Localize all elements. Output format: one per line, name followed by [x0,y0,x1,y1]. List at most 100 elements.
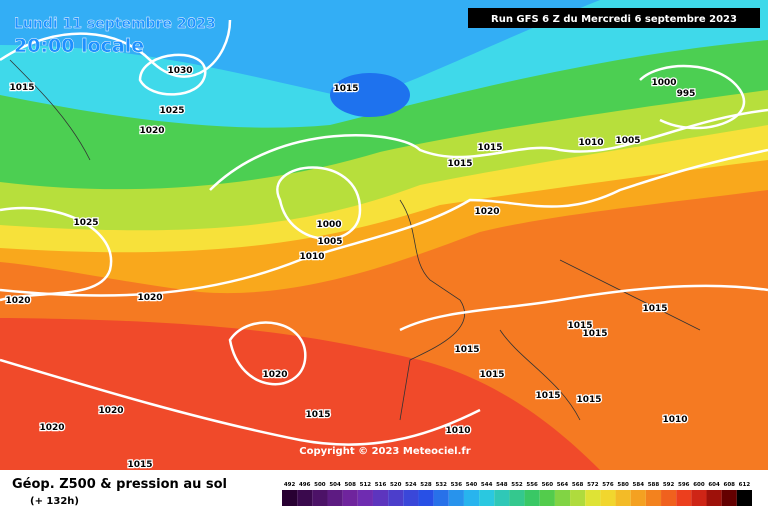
isobar-label: 1015 [567,321,592,331]
legend-lead: (+ 132h) [30,496,79,507]
scale-swatch [433,490,449,506]
scale-swatch [357,490,373,506]
isobar-label: 1025 [159,106,184,116]
scale-swatch [721,490,737,506]
scale-swatch [342,490,358,506]
isobar-label: 1010 [662,415,687,425]
isobar-label: 1020 [474,207,499,217]
isobar-label: 1015 [477,143,502,153]
scale-label: 520 [390,482,402,488]
scale-swatch [661,490,677,506]
date-title: Lundi 11 septembre 2023 [14,16,216,32]
scale-label: 576 [602,482,614,488]
isobar-label: 1015 [127,460,152,470]
scale-label: 492 [284,482,296,488]
isobar [0,358,481,446]
scale-label: 496 [299,482,311,488]
scale-label: 508 [344,482,356,488]
scale-swatch [494,490,510,506]
scale-swatch [645,490,662,506]
band-dark-blue [330,73,410,117]
isobar-label: 1005 [615,136,640,146]
isobar [276,166,362,241]
scale-label: 540 [466,482,478,488]
isobar [209,108,768,191]
scale-swatch [676,490,692,506]
scale-label: 568 [572,482,584,488]
isobar [228,321,307,386]
scale-label: 580 [617,482,629,488]
isobar-label: 1025 [73,218,98,228]
isobar-label: 1000 [316,220,341,230]
isobar-label: 1015 [454,345,479,355]
coastline [9,59,701,421]
isobar-label: 1015 [447,159,472,169]
scale-swatch [509,490,525,506]
isobar-label: 1010 [299,252,324,262]
scale-swatch [297,490,313,506]
run-info: Run GFS 6 Z du Mercredi 6 septembre 2023 [491,14,737,25]
scale-label: 500 [314,482,326,488]
isobar-label: 1015 [576,395,601,405]
isobar-label: 1020 [137,293,162,303]
scale-swatch [570,490,586,506]
scale-swatch [463,490,480,506]
scale-label: 552 [511,482,523,488]
scale-swatch [585,490,601,506]
scale-label: 596 [678,482,690,488]
isobar-label: 1015 [582,329,607,339]
scale-swatch [615,490,631,506]
time-title: 20:00 locale [14,35,144,57]
scale-label: 588 [648,482,660,488]
isobar-label: 1010 [445,426,470,436]
isobar-label: 1015 [479,370,504,380]
isobar-label: 995 [677,89,696,99]
band-blue [0,0,600,100]
scale-swatch [736,490,752,506]
scale-swatch [282,490,298,506]
isobar [399,284,768,332]
isobar [138,53,207,96]
isobar [0,148,768,297]
scale-label: 612 [739,482,751,488]
isobar-label: 1015 [642,304,667,314]
scale-swatch [630,490,646,506]
scale-label: 604 [708,482,720,488]
scale-label: 556 [526,482,538,488]
scale-label: 524 [405,482,417,488]
scale-label: 592 [663,482,675,488]
scale-swatch [403,490,419,506]
scale-swatch [706,490,722,506]
isobar-label: 1015 [9,83,34,93]
isobar-label: 1030 [167,66,192,76]
scale-label: 504 [329,482,341,488]
scale-label: 584 [633,482,645,488]
scale-label: 516 [375,482,387,488]
scale-label: 536 [451,482,463,488]
isobar-label: 1020 [5,296,30,306]
scale-label: 608 [724,482,736,488]
scale-swatch [418,490,434,506]
scale-swatch [327,490,343,506]
scale-swatch [479,490,495,506]
scale-label: 600 [693,482,705,488]
scale-swatch [524,490,540,506]
isobar-label: 1020 [98,406,123,416]
scale-label: 548 [496,482,508,488]
isobar-label: 1005 [317,237,342,247]
scale-swatch [691,490,707,506]
isobar-label: 1020 [139,126,164,136]
scale-swatch [448,490,464,506]
isobar [639,64,746,130]
scale-swatch [539,490,555,506]
isobar-label: 1000 [651,78,676,88]
scale-swatch [600,490,616,506]
isobar-label: 1010 [578,138,603,148]
isobar-label: 1020 [39,423,64,433]
isobar-label: 1015 [333,84,358,94]
scale-swatch [554,490,571,506]
scale-label: 528 [420,482,432,488]
isobar [0,19,232,78]
